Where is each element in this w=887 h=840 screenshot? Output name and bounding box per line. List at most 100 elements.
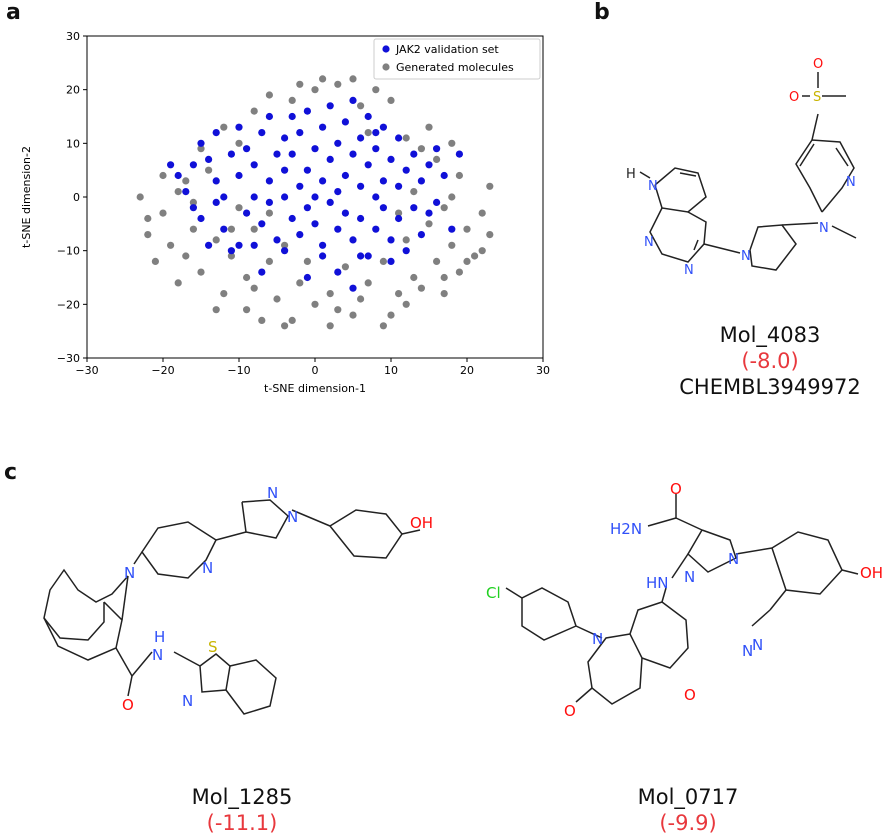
- jak2-validation-point: [372, 193, 380, 201]
- generated-molecule-point: [281, 322, 289, 330]
- generated-molecule-point: [227, 225, 235, 233]
- jak2-validation-point: [250, 161, 258, 169]
- jak2-validation-point: [357, 214, 365, 223]
- x-tick-label: 30: [536, 364, 550, 377]
- jak2-validation-point: [433, 198, 441, 206]
- molecule-name: Mol_4083: [719, 323, 821, 347]
- generated-molecule-point: [417, 145, 425, 153]
- jak2-validation-point: [395, 214, 403, 223]
- jak2-validation-point: [273, 150, 281, 158]
- generated-molecule-point: [212, 306, 220, 314]
- jak2-validation-point: [349, 284, 357, 292]
- jak2-validation-point: [395, 182, 403, 190]
- generated-molecule-point: [433, 257, 441, 265]
- generated-molecule-point: [265, 209, 273, 217]
- atom-n: N: [684, 568, 695, 586]
- generated-molecule-point: [387, 96, 395, 104]
- generated-molecule-point: [425, 220, 433, 228]
- generated-molecule-point: [235, 204, 243, 212]
- jak2-validation-point: [448, 225, 456, 233]
- generated-molecule-point: [288, 96, 296, 104]
- atom-n: N: [152, 646, 163, 664]
- legend-label-jak2: JAK2 validation set: [395, 43, 499, 56]
- legend: JAK2 validation set Generated molecules: [373, 38, 541, 80]
- generated-molecule-point: [425, 123, 433, 131]
- atom-n: N: [648, 179, 658, 194]
- generated-molecule-point: [478, 247, 486, 255]
- jak2-validation-point: [296, 182, 304, 190]
- molecule-name: Mol_0717: [637, 785, 739, 809]
- jak2-validation-point: [334, 268, 342, 276]
- atom-o: O: [670, 480, 682, 498]
- jak2-validation-point: [372, 225, 380, 233]
- atom-o: O: [789, 90, 799, 105]
- plot-points: [136, 75, 494, 330]
- docking-score: (-9.9): [659, 811, 717, 835]
- jak2-validation-point: [243, 209, 251, 217]
- legend-marker-generated: [382, 63, 390, 71]
- atom-n: N: [124, 564, 135, 582]
- generated-molecule-point: [379, 322, 387, 330]
- jak2-validation-point: [425, 209, 433, 217]
- jak2-validation-point: [235, 123, 243, 131]
- generated-molecule-point: [433, 155, 441, 163]
- jak2-validation-point: [387, 155, 395, 163]
- atom-h: H: [626, 167, 636, 182]
- jak2-validation-point: [379, 123, 387, 131]
- jak2-validation-point: [258, 268, 266, 276]
- jak2-validation-point: [341, 118, 349, 126]
- jak2-validation-point: [387, 236, 395, 244]
- atom-n: N: [644, 235, 654, 250]
- generated-molecule-point: [182, 177, 190, 185]
- generated-molecule-point: [326, 290, 334, 298]
- jak2-validation-point: [273, 236, 281, 244]
- generated-molecule-point: [311, 86, 319, 94]
- generated-molecule-point: [265, 91, 273, 99]
- jak2-validation-point: [364, 112, 372, 121]
- x-tick-label: −30: [75, 364, 98, 377]
- jak2-validation-point: [296, 129, 304, 137]
- jak2-validation-point: [311, 220, 319, 228]
- generated-molecule-point: [349, 75, 357, 83]
- jak2-validation-point: [182, 188, 190, 196]
- y-tick-label: 30: [66, 30, 80, 43]
- generated-molecule-point: [463, 225, 471, 233]
- jak2-validation-point: [296, 231, 304, 239]
- atom-n: N: [592, 630, 603, 648]
- jak2-validation-point: [281, 193, 289, 201]
- jak2-validation-point: [341, 171, 349, 180]
- jak2-validation-point: [303, 204, 311, 212]
- generated-molecule-point: [440, 204, 448, 212]
- generated-molecule-point: [243, 306, 251, 314]
- generated-molecule-point: [395, 209, 403, 217]
- generated-molecule-point: [243, 273, 251, 282]
- generated-molecule-point: [364, 279, 372, 287]
- jak2-validation-point: [349, 236, 357, 244]
- atom-n: N: [267, 484, 278, 502]
- generated-molecule-point: [357, 102, 365, 110]
- jak2-validation-point: [281, 134, 289, 142]
- generated-molecule-point: [144, 231, 152, 239]
- y-tick-label: 0: [73, 191, 80, 204]
- jak2-validation-point: [235, 241, 243, 249]
- jak2-validation-point: [357, 134, 365, 142]
- generated-molecule-point: [212, 236, 220, 244]
- generated-molecule-point: [174, 279, 182, 287]
- jak2-validation-point: [319, 123, 327, 131]
- generated-molecule-point: [319, 75, 327, 83]
- y-tick-label: −30: [57, 352, 80, 365]
- generated-molecule-point: [227, 252, 235, 260]
- atom-n: N: [182, 692, 193, 710]
- generated-molecule-point: [402, 134, 410, 142]
- atom-n: N: [819, 221, 829, 236]
- jak2-validation-point: [235, 171, 243, 180]
- generated-molecule-point: [281, 241, 289, 249]
- jak2-validation-point: [311, 145, 319, 153]
- panel-label-c: c: [4, 460, 18, 485]
- generated-molecule-point: [182, 252, 190, 260]
- x-tick-label: −20: [151, 364, 174, 377]
- generated-molecule-point: [303, 257, 311, 265]
- legend-label-generated: Generated molecules: [396, 61, 514, 74]
- generated-molecule-point: [448, 241, 456, 249]
- jak2-validation-point: [205, 155, 213, 163]
